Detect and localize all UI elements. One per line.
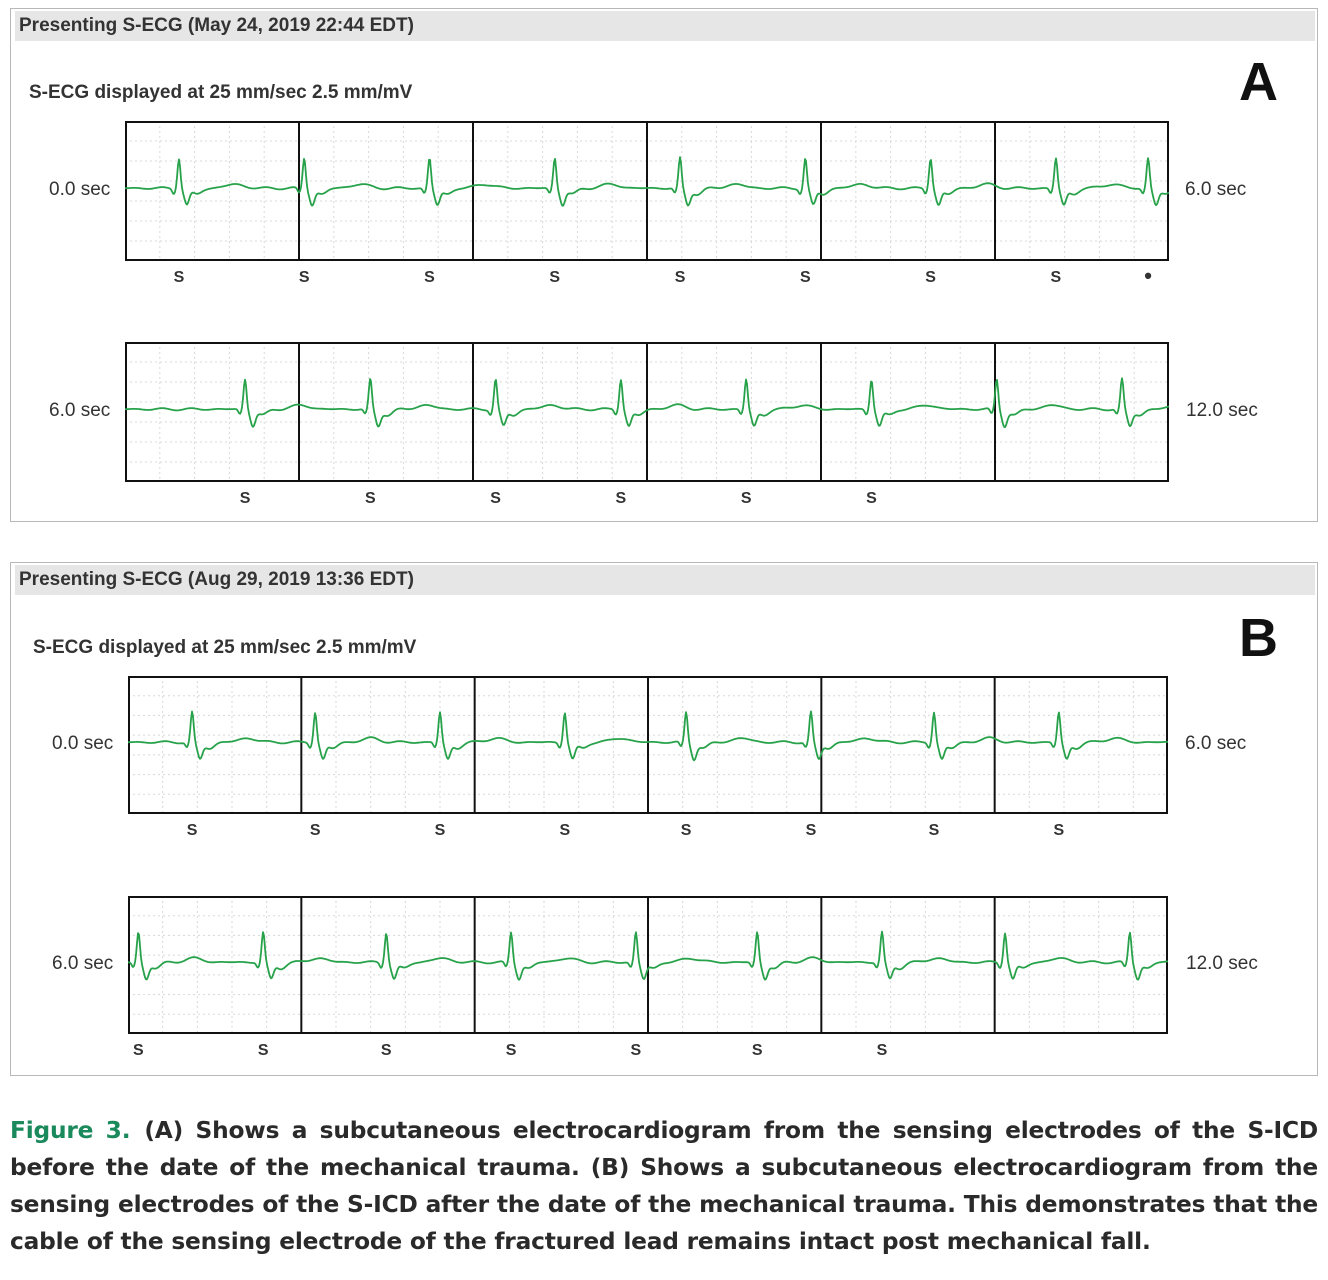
sense-marker: S	[630, 1042, 642, 1059]
sense-marker: S	[505, 1042, 517, 1059]
strip-border	[125, 121, 1169, 261]
sense-marker: S	[740, 490, 752, 507]
sense-marker: S	[559, 822, 571, 839]
sense-marker: S	[490, 490, 501, 507]
ecg-strip	[128, 676, 1168, 814]
row-start-label: 6.0 sec	[49, 400, 111, 421]
figure-caption: Figure 3. (A) Shows a subcutaneous electr…	[10, 1112, 1318, 1260]
row-end-label: 6.0 sec	[1185, 733, 1247, 754]
sense-marker: S	[239, 490, 251, 507]
sense-marker: S	[257, 1042, 269, 1059]
ecg-strip	[128, 896, 1168, 1034]
sense-marker: S	[434, 822, 446, 839]
ecg-strip	[125, 342, 1169, 482]
row-end-label: 12.0 sec	[1186, 400, 1258, 421]
strip-border	[128, 896, 1168, 1034]
row-start-label: 0.0 sec	[49, 179, 111, 200]
sense-marker: S	[674, 269, 686, 286]
row-start-label: 6.0 sec	[52, 953, 114, 974]
row-end-label: 6.0 sec	[1185, 179, 1247, 200]
panel-b-letter: B	[1239, 608, 1278, 668]
panel-a-subtitle: S-ECG displayed at 25 mm/sec 2.5 mm/mV	[29, 82, 413, 103]
sense-marker: S	[680, 822, 692, 839]
panel-b-subtitle: S-ECG displayed at 25 mm/sec 2.5 mm/mV	[33, 637, 417, 658]
sense-marker: S	[615, 490, 627, 507]
sense-marker: S	[1053, 822, 1065, 839]
strip-border	[128, 676, 1168, 814]
sense-marker: S	[925, 269, 936, 286]
sense-marker: S	[424, 269, 435, 286]
panel-b-header: Presenting S-ECG (Aug 29, 2019 13:36 EDT…	[15, 565, 1315, 595]
strip-border	[125, 342, 1169, 482]
panel-a-header: Presenting S-ECG (May 24, 2019 22:44 EDT…	[15, 11, 1315, 41]
sense-marker: S	[799, 269, 811, 286]
ecg-trace	[128, 710, 1168, 762]
sense-marker: S	[928, 822, 940, 839]
sense-marker: S	[380, 1042, 392, 1059]
ecg-trace	[128, 930, 1168, 981]
panel-b: Presenting S-ECG (Aug 29, 2019 13:36 EDT…	[10, 562, 1318, 1076]
sense-marker: S	[298, 269, 310, 286]
panel-a-letter: A	[1239, 52, 1278, 112]
sense-marker: S	[309, 822, 321, 839]
ecg-strip	[125, 121, 1169, 261]
row-end-label: 12.0 sec	[1186, 953, 1258, 974]
ecg-trace	[125, 377, 1169, 429]
sense-marker: S	[805, 822, 817, 839]
figure-label: Figure 3.	[10, 1117, 131, 1144]
sense-marker: S	[876, 1042, 888, 1059]
sense-marker: S	[173, 269, 185, 286]
sense-marker: S	[751, 1042, 763, 1059]
sense-marker: S	[186, 822, 198, 839]
sense-marker: S	[549, 269, 561, 286]
sense-marker: S	[364, 490, 376, 507]
panel-a: Presenting S-ECG (May 24, 2019 22:44 EDT…	[10, 8, 1318, 522]
sense-marker: S	[133, 1042, 144, 1059]
sense-marker: S	[1050, 269, 1062, 286]
ecg-trace	[125, 156, 1169, 207]
sense-marker: S	[866, 490, 877, 507]
caption-text: (A) Shows a subcutaneous electrocardiogr…	[10, 1117, 1319, 1255]
row-start-label: 0.0 sec	[52, 733, 114, 754]
sense-marker: •	[1144, 263, 1152, 288]
